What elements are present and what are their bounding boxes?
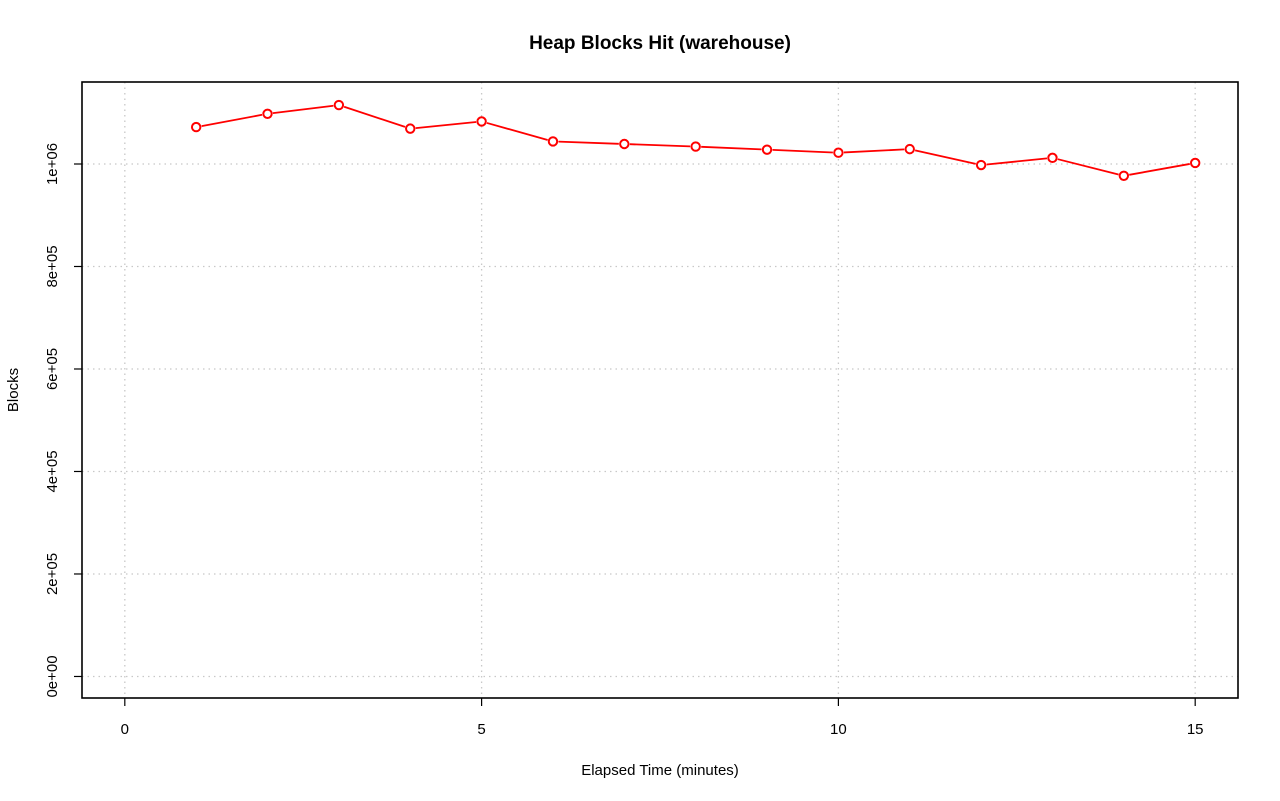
series-line-segment (629, 143, 691, 148)
x-tick-label: 10 (830, 721, 847, 738)
x-tick-label: 5 (477, 721, 485, 738)
y-tick-label: 6e+05 (44, 348, 61, 390)
series-line-segment (486, 122, 548, 141)
series-line-segment (1057, 158, 1119, 176)
y-axis: 0e+00 2e+05 4e+05 6e+05 8e+05 1e+06 (44, 143, 82, 698)
data-point (619, 138, 630, 150)
series-line-segment (343, 105, 406, 128)
chart-title: Heap Blocks Hit (warehouse) (529, 33, 791, 54)
series-line-segment (1129, 163, 1190, 176)
data-point (1189, 157, 1201, 169)
series-line-segment (272, 104, 334, 115)
x-axis-label: Elapsed Time (minutes) (581, 762, 739, 779)
series-line-segment (772, 148, 833, 154)
x-tick-label: 15 (1187, 721, 1204, 738)
series-line-segment (701, 145, 762, 151)
data-point (405, 123, 416, 134)
data-point (1118, 170, 1130, 181)
data-point (476, 116, 487, 127)
series-layer (190, 99, 1201, 181)
series-line-segment (558, 140, 619, 145)
y-tick-label: 4e+05 (44, 450, 61, 492)
data-point (904, 143, 915, 155)
series-line-segment (986, 157, 1048, 166)
data-point (190, 121, 202, 133)
data-point (975, 159, 987, 171)
data-point (333, 99, 345, 111)
data-point (761, 144, 773, 155)
plot-frame (81, 81, 1239, 699)
y-tick-label: 8e+05 (44, 245, 61, 287)
x-axis: 0 5 10 15 (121, 698, 1204, 738)
data-point (833, 147, 844, 158)
y-tick-label: 1e+06 (44, 143, 61, 185)
series-line-segment (415, 121, 477, 129)
y-tick-label: 0e+00 (44, 655, 61, 697)
series-line-segment (914, 149, 976, 165)
y-axis-label: Blocks (5, 368, 22, 412)
series-line-segment (843, 148, 905, 154)
y-tick-label: 2e+05 (44, 553, 61, 595)
data-point (690, 141, 701, 152)
data-point (262, 108, 273, 119)
data-point (1047, 152, 1058, 164)
series-line-segment (201, 113, 263, 127)
data-point (547, 136, 559, 147)
grid-layer (82, 82, 1238, 698)
x-tick-label: 0 (121, 721, 129, 738)
